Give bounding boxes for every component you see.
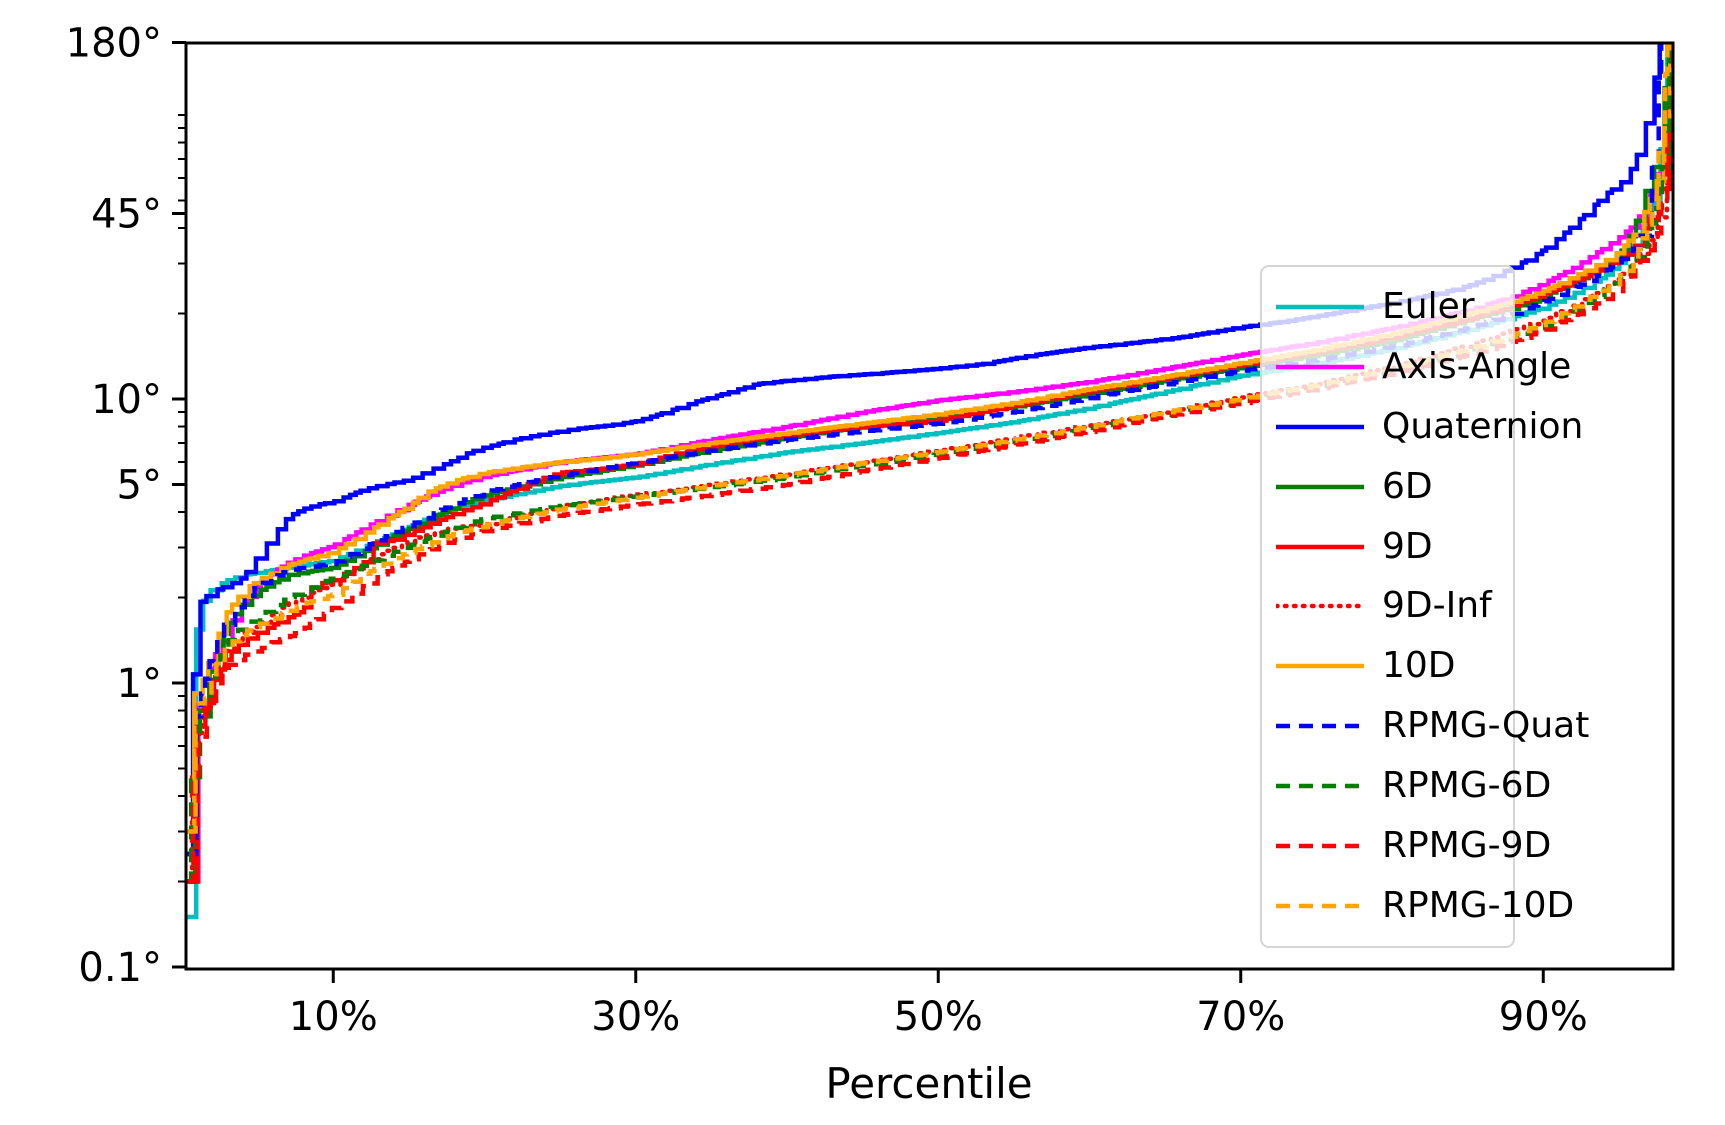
legend-entry-rpmg-10d: RPMG-10D xyxy=(1276,877,1574,935)
legend-entry-9d: 9D xyxy=(1276,518,1507,576)
legend-line-swatch xyxy=(1276,664,1364,669)
legend-label: RPMG-9D xyxy=(1382,825,1552,867)
y-tick-label: 0.1° xyxy=(78,945,162,991)
legend-entry-quaternion: Quaternion xyxy=(1276,398,1583,456)
legend-line-swatch xyxy=(1276,304,1364,310)
series-line-rpmg-10d xyxy=(187,43,1670,834)
x-tick-label: 30% xyxy=(591,994,680,1040)
y-tick-label: 1° xyxy=(117,661,162,707)
y-tick-label: 180° xyxy=(66,21,162,67)
legend-label: RPMG-Quat xyxy=(1382,705,1590,747)
x-axis-label: Percentile xyxy=(825,1059,1032,1108)
legend-line-swatch xyxy=(1276,604,1364,609)
x-tick-label: 70% xyxy=(1196,994,1285,1040)
legend-entry-10d: 10D xyxy=(1276,637,1507,695)
y-tick-label: 10° xyxy=(91,377,162,423)
legend-label: Euler xyxy=(1382,285,1475,327)
legend-line-swatch xyxy=(1276,843,1364,849)
axes: 10% 30% 50% 70% 90% 180° 45° 10° 5° 1° 0.1° xyxy=(66,21,1675,1040)
legend-label: 9D xyxy=(1382,525,1433,567)
legend-line-swatch xyxy=(1276,724,1364,729)
legend-entry-9d-inf: 9D-Inf xyxy=(1276,577,1507,635)
legend-entry-euler: Euler xyxy=(1276,278,1507,336)
legend-label: 9D-Inf xyxy=(1382,585,1492,627)
legend-entry-rpmg-quat: RPMG-Quat xyxy=(1276,697,1589,755)
y-tick-label: 5° xyxy=(117,462,162,508)
plot-frame xyxy=(184,41,1675,971)
x-tick-label: 10% xyxy=(289,994,378,1040)
legend-entry-rpmg-9d: RPMG-9D xyxy=(1276,817,1551,875)
legend-entry-rpmg-6d: RPMG-6D xyxy=(1276,757,1551,815)
legend-label: 10D xyxy=(1382,645,1456,687)
legend-line-swatch xyxy=(1276,364,1364,370)
legend-label: RPMG-10D xyxy=(1382,885,1575,927)
legend-label: 6D xyxy=(1382,465,1433,507)
legend-label: Axis-Angle xyxy=(1382,345,1572,387)
legend-label: RPMG-6D xyxy=(1382,765,1552,807)
legend: Euler Axis-Angle Quaternion 6D 9D 9D-Inf 10D RP… xyxy=(1260,265,1589,948)
legend-line-swatch xyxy=(1276,424,1364,430)
x-tick-label: 90% xyxy=(1499,994,1588,1040)
legend-label: Quaternion xyxy=(1382,405,1584,447)
legend-line-swatch xyxy=(1276,783,1364,789)
legend-entry-axis-angle: Axis-Angle xyxy=(1276,338,1571,396)
y-tick-label: 45° xyxy=(91,191,162,237)
legend-entry-6d: 6D xyxy=(1276,458,1507,516)
x-tick-label: 50% xyxy=(894,994,983,1040)
legend-line-swatch xyxy=(1276,903,1364,909)
legend-line-swatch xyxy=(1276,544,1364,549)
legend-line-swatch xyxy=(1276,484,1364,489)
